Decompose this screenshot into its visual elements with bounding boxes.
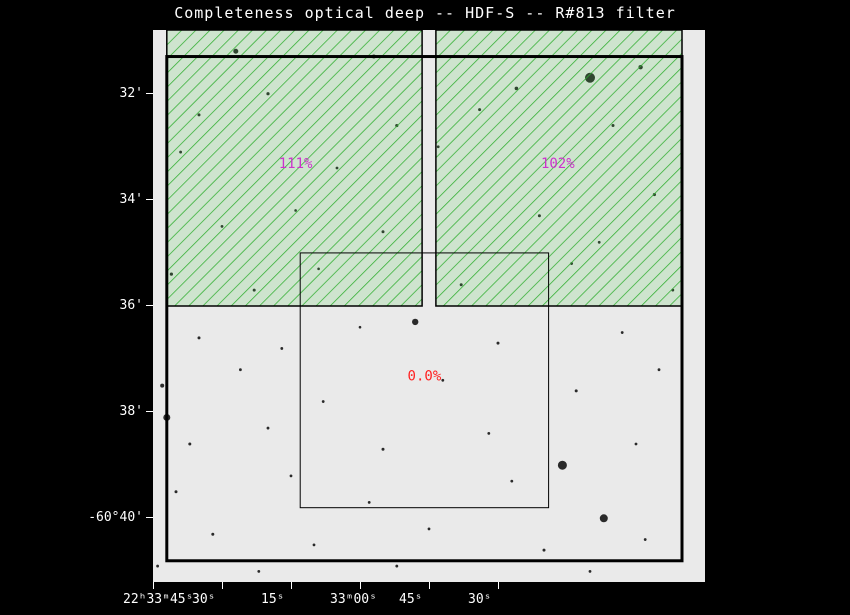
figure-title: Completeness optical deep -- HDF-S -- R#… — [0, 4, 850, 22]
x-tick-label: 30ˢ — [192, 592, 272, 607]
y-tick-label: 34' — [120, 192, 143, 207]
y-tick-label: 38' — [120, 404, 143, 419]
svg-text:111%: 111% — [279, 156, 313, 172]
x-tick-label: 15ˢ — [261, 592, 341, 607]
figure-container: Completeness optical deep -- HDF-S -- R#… — [0, 0, 850, 615]
x-tick-label: 33ᵐ00ˢ — [330, 592, 410, 607]
x-tick-label: 30ˢ — [468, 592, 548, 607]
y-tick-label: -60°40' — [88, 510, 143, 525]
x-tick-label: 22ʰ33ᵐ45ˢ — [123, 592, 203, 607]
y-tick-label: 36' — [120, 298, 143, 313]
plot-svg: 111% 102% 0.0% — [153, 30, 705, 582]
y-tick-label: 32' — [120, 86, 143, 101]
x-tick-label: 45ˢ — [399, 592, 479, 607]
svg-text:0.0%: 0.0% — [408, 368, 442, 384]
svg-text:102%: 102% — [541, 156, 575, 172]
plot-area: 111% 102% 0.0% — [153, 30, 705, 582]
